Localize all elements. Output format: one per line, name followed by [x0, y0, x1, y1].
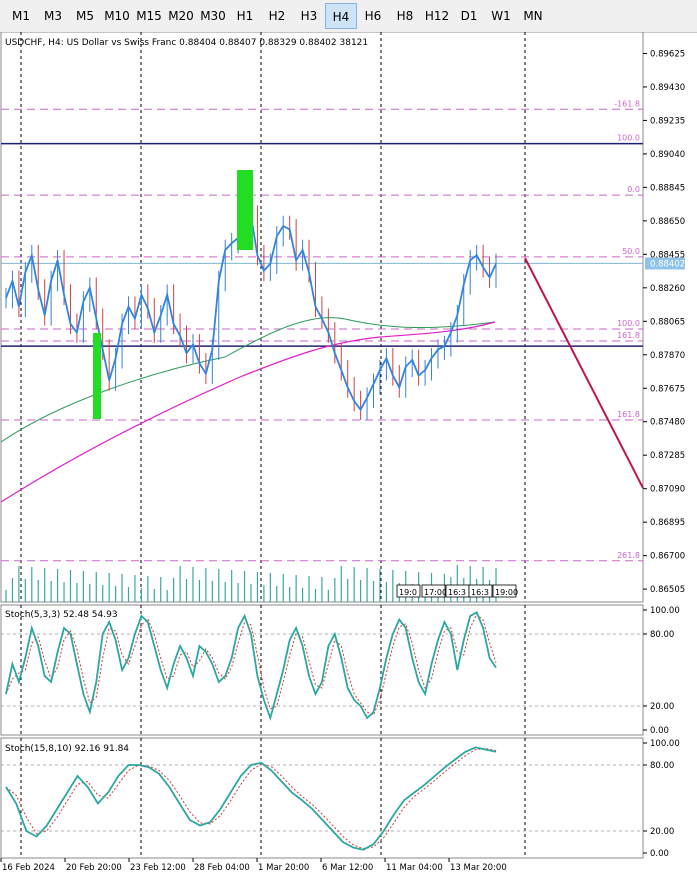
stoch-tick-label: 0.00 [650, 726, 669, 736]
stoch1-main-line [5, 611, 497, 722]
stoch-tick-label: 80.00 [650, 761, 674, 771]
timeframe-button-h8[interactable]: H8 [396, 9, 414, 23]
price-tick-label: 0.88650 [650, 217, 685, 227]
x-axis-label: 20 Feb 20:00 [66, 863, 122, 873]
timeframe-button-m5[interactable]: M5 [76, 9, 94, 23]
timeframe-button-h12[interactable]: H12 [424, 9, 450, 23]
timeframe-button-h3[interactable]: H3 [300, 9, 318, 23]
stoch2-main-line [5, 746, 497, 851]
timeframe-button-h1[interactable]: H1 [236, 9, 254, 23]
price-tick-label: 0.89625 [650, 49, 685, 59]
timeframe-button-m3[interactable]: M3 [44, 9, 62, 23]
timeframe-button-d1[interactable]: D1 [460, 9, 478, 23]
signal-rect [93, 333, 101, 419]
timeframe-button-m30[interactable]: M30 [200, 9, 226, 23]
x-axis-label: 16 Feb 2024 [2, 863, 55, 873]
x-axis-label: 11 Mar 04:00 [386, 863, 443, 873]
price-tick-label: 0.87285 [650, 451, 685, 461]
stoch2-signal-line [5, 747, 497, 850]
current-price-label: 0.88402 [650, 259, 685, 269]
fib-level-label: 100.0 [617, 134, 640, 143]
stoch2-label: Stoch(15,8,10) 92.16 91.84 [5, 744, 129, 754]
volume-time-box [492, 584, 517, 598]
volume-time-label: 19:00 [495, 588, 518, 597]
timeframe-button-h2[interactable]: H2 [268, 9, 286, 23]
price-tick-label: 0.89235 [650, 116, 685, 126]
volume-time-label: 17:00 [424, 588, 447, 597]
stoch-tick-label: 100.00 [650, 606, 680, 616]
price-tick-label: 0.87870 [650, 351, 685, 361]
stoch-tick-label: 80.00 [650, 630, 674, 640]
fib-level-label: 261.8 [617, 551, 640, 560]
price-tick-label: 0.88845 [650, 183, 685, 193]
fib-level-label: 50.0 [622, 247, 640, 256]
stoch-tick-label: 20.00 [650, 702, 674, 712]
stoch-tick-label: 20.00 [650, 827, 674, 837]
price-tick-label: 0.87480 [650, 418, 685, 428]
price-tick-label: 0.86895 [650, 518, 685, 528]
fib-level-label: 161.8 [617, 410, 640, 419]
volume-time-box [396, 584, 421, 598]
timeframe-button-m1[interactable]: M1 [12, 9, 30, 23]
x-axis-label: 13 Mar 20:00 [450, 863, 507, 873]
volume-time-label: 16:3 [471, 588, 489, 597]
ma-fast-line [0, 317, 496, 443]
volume-time-box [468, 584, 493, 598]
volume-time-box [421, 584, 446, 598]
current-price-box [645, 257, 685, 270]
timeframe-button-mn[interactable]: MN [523, 9, 543, 23]
price-tick-label: 0.88455 [650, 250, 685, 260]
price-tick-label: 0.89040 [650, 150, 685, 160]
x-axis-label: 1 Mar 20:00 [258, 863, 309, 873]
fib-level-label: 161.8 [617, 331, 640, 340]
fib-level-label: 0.0 [627, 185, 640, 194]
volume-time-label: 16:3 [448, 588, 466, 597]
stoch1-label: Stoch(5,3,3) 52.48 54.93 [5, 610, 118, 620]
x-axis-label: 28 Feb 04:00 [194, 863, 250, 873]
price-tick-label: 0.88065 [650, 317, 685, 327]
chart-header: USDCHF, H4: US Dollar vs Swiss Franc 0.8… [5, 38, 368, 48]
price-tick-label: 0.87090 [650, 485, 685, 495]
volume-time-label: 19:0 [399, 588, 417, 597]
timeframe-button-h6[interactable]: H6 [364, 9, 382, 23]
timeframe-button-w1[interactable]: W1 [491, 9, 511, 23]
stoch-tick-label: 100.00 [650, 739, 680, 749]
price-tick-label: 0.87675 [650, 384, 685, 394]
fib-level-label: -161.8 [614, 99, 640, 108]
ma-slow-line [0, 321, 496, 503]
signal-rect [237, 170, 253, 250]
timeframe-toolbar: M1 M3 M5 M10 M15 M20 M30 H1 H2 H3 H4 H6 H8 H12 D1 W1 MN [0, 0, 697, 33]
fib-level-label: 100.0 [617, 319, 640, 328]
timeframe-button-m10[interactable]: M10 [104, 9, 130, 23]
timeframe-button-h4[interactable]: H4 [325, 3, 357, 29]
price-tick-label: 0.86505 [650, 585, 685, 595]
price-tick-label: 0.88260 [650, 284, 685, 294]
timeframe-button-m15[interactable]: M15 [136, 9, 162, 23]
stoch-tick-label: 0.00 [650, 849, 669, 859]
price-tick-label: 0.89430 [650, 83, 685, 93]
price-tick-label: 0.86700 [650, 552, 685, 562]
x-axis-label: 23 Feb 12:00 [130, 863, 186, 873]
x-axis-label: 6 Mar 12:00 [322, 863, 373, 873]
stoch-panel-1 [0, 604, 644, 736]
stoch-panel-2 [0, 737, 644, 859]
timeframe-button-m20[interactable]: M20 [168, 9, 194, 23]
chart-area[interactable]: -161.8 100.0 0.0 50.0 100.0 161.8 161.8 261.8 1… [0, 32, 697, 877]
stoch1-signal-line [5, 613, 497, 716]
trend-line [524, 257, 644, 489]
